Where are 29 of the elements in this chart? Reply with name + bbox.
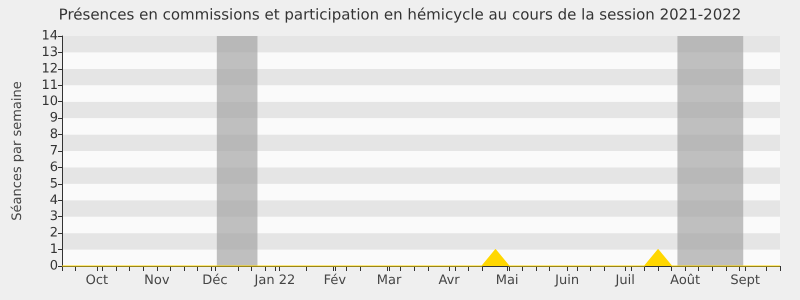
y-tick-label: 12: [41, 61, 58, 76]
y-tick-label: 0: [50, 258, 58, 274]
y-axis-title: Séances par semaine: [10, 81, 25, 221]
x-tick-label: Avr: [438, 273, 460, 288]
y-tick-label: 14: [41, 28, 58, 44]
y-tick-label: 1: [50, 242, 58, 258]
x-tick-label: Mar: [376, 273, 402, 288]
x-tick-label: Déc: [202, 273, 228, 288]
y-tick-label: 9: [50, 110, 58, 126]
y-tick-label: 4: [50, 192, 58, 208]
y-tick-label: 10: [41, 94, 58, 110]
x-tick-label: Nov: [144, 273, 170, 288]
x-tick-label: Août: [670, 273, 700, 288]
y-tick-label: 5: [50, 176, 58, 192]
x-tick-label: Mai: [496, 273, 519, 288]
x-tick-label: Juil: [614, 273, 635, 288]
y-tick-label: 13: [41, 44, 58, 60]
x-tick-label: Oct: [86, 273, 108, 288]
y-tick-label: 7: [50, 144, 58, 158]
y-tick-label: 8: [50, 127, 58, 142]
x-tick-label: Juin: [554, 273, 580, 288]
chart-title: Présences en commissions et participation en hémicycle au cours de la session 2021-2022: [58, 6, 742, 24]
x-tick-label: Fév: [324, 273, 346, 288]
x-tick-label: Jan 22: [254, 273, 296, 288]
y-tick-label: 3: [50, 209, 58, 224]
y-tick-label: 2: [50, 226, 58, 241]
y-tick-label: 6: [50, 160, 58, 175]
x-tick-label: Sept: [730, 273, 760, 288]
y-tick-label: 11: [41, 78, 58, 93]
